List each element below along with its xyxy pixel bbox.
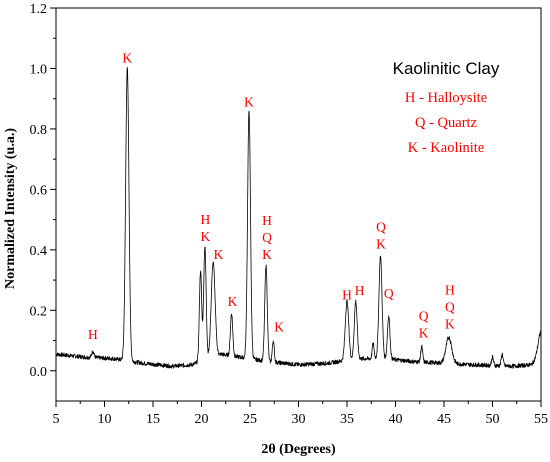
peak-label: Q: [384, 286, 394, 301]
peak-label: K: [445, 316, 455, 331]
peak-label: K: [262, 247, 272, 262]
peak-label: K: [201, 229, 211, 244]
x-tick-label: 15: [146, 412, 160, 427]
x-axis-title: 2θ (Degrees): [261, 442, 336, 457]
y-tick-label: 1.0: [30, 62, 48, 77]
x-axis-ticks: 5 10 15 20 25 30 35 40 45 50 55: [53, 401, 548, 427]
y-tick-label: 0.2: [30, 304, 48, 319]
x-tick-label: 55: [534, 412, 548, 427]
y-axis-ticks: 0.0 0.2 0.4 0.6 0.8 1.0 1.2: [30, 2, 56, 380]
peak-label: K: [274, 319, 284, 334]
y-axis-title: Normalized Intensity (u.a.): [3, 128, 18, 289]
xrd-pattern-line: [55, 66, 542, 369]
peak-label: K: [419, 326, 429, 341]
peak-label: Q: [445, 299, 455, 314]
y-tick-label: 0.6: [30, 183, 48, 198]
x-tick-label: 40: [389, 412, 403, 427]
peak-label: H: [262, 213, 272, 228]
peak-label: Q: [262, 230, 272, 245]
y-tick-label: 0.0: [30, 365, 48, 380]
peak-label: Q: [376, 219, 386, 234]
x-tick-label: 45: [437, 412, 451, 427]
peak-label: Q: [419, 309, 429, 324]
x-tick-label: 10: [98, 412, 112, 427]
y-tick-label: 0.8: [30, 123, 48, 138]
peak-label: K: [122, 50, 132, 65]
peak-label: K: [244, 94, 254, 109]
peak-label: H: [445, 282, 455, 297]
peak-label: K: [376, 236, 386, 251]
peak-label: H: [88, 327, 98, 342]
y-tick-label: 1.2: [30, 2, 48, 17]
x-tick-label: 35: [340, 412, 354, 427]
x-tick-label: 5: [53, 412, 60, 427]
x-tick-label: 50: [486, 412, 500, 427]
peak-label: K: [214, 247, 224, 262]
x-tick-label: 25: [243, 412, 257, 427]
peak-label: K: [228, 294, 238, 309]
plot-area: 5 10 15 20 25 30 35 40 45 50 55 0.0 0.2 0.4 0.6 0.8 1.0…: [30, 2, 549, 427]
y-tick-label: 0.4: [30, 244, 48, 259]
legend-title: Kaolinitic Clay: [393, 59, 500, 78]
legend-entry-quartz: Q - Quartz: [415, 115, 478, 131]
x-tick-label: 30: [292, 412, 306, 427]
peak-label: H: [355, 283, 365, 298]
legend-entry-kaolinite: K - Kaolinite: [408, 140, 485, 156]
legend: Kaolinitic Clay H - Halloysite Q - Quart…: [393, 59, 500, 156]
peak-label: H: [201, 212, 211, 227]
x-tick-label: 20: [195, 412, 209, 427]
peak-label: H: [342, 288, 352, 303]
legend-entry-halloysite: H - Halloysite: [405, 90, 487, 106]
